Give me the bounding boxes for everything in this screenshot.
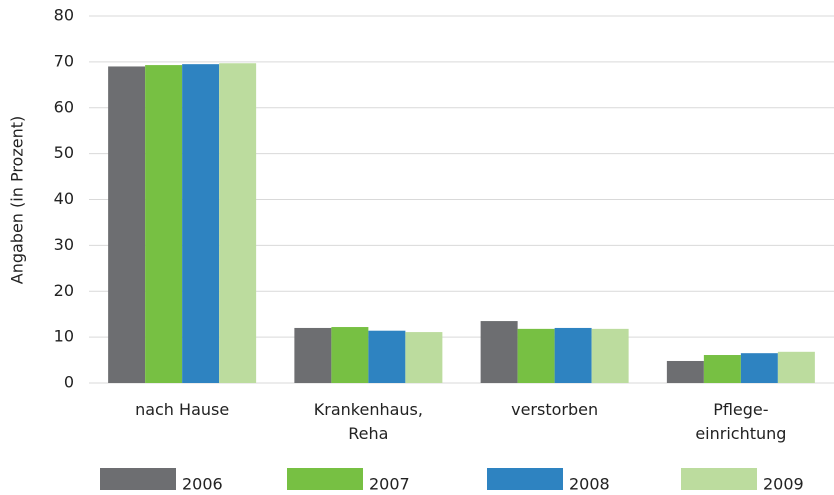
y-tick-label: 10: [54, 327, 74, 346]
bar: [517, 328, 555, 383]
bar: [145, 65, 183, 384]
bar: [703, 355, 741, 383]
y-tick-label: 30: [54, 235, 74, 254]
legend-label: 2006: [182, 475, 223, 494]
bar: [108, 66, 146, 384]
y-tick-label: 20: [54, 281, 74, 300]
y-tick-label: 50: [54, 143, 74, 162]
legend-swatch: [681, 468, 757, 490]
bar: [554, 327, 592, 383]
legend-swatch: [287, 468, 363, 490]
bar: [368, 330, 406, 383]
y-tick-label: 70: [54, 51, 74, 70]
bar: [405, 332, 443, 383]
y-tick-label: 40: [54, 189, 74, 208]
legend-label: 2008: [569, 475, 610, 494]
bar: [740, 353, 778, 383]
bar: [777, 351, 815, 383]
bar: [591, 328, 629, 383]
legend-swatch: [487, 468, 563, 490]
x-tick-label: verstorben: [511, 400, 598, 419]
bar: [480, 321, 518, 383]
bar: [294, 327, 332, 383]
legend-label: 2009: [763, 475, 804, 494]
y-tick-label: 0: [64, 373, 74, 392]
legend-swatch: [100, 468, 176, 490]
legend-label: 2007: [369, 475, 410, 494]
bar: [666, 360, 704, 383]
y-axis-label: Angaben (in Prozent): [8, 116, 27, 284]
y-tick-label: 80: [54, 6, 74, 25]
x-tick-label: Krankenhaus, Reha: [314, 400, 423, 443]
x-tick-label: nach Hause: [135, 400, 229, 419]
bar: [182, 64, 220, 383]
y-tick-label: 60: [54, 97, 74, 116]
bar: [219, 63, 257, 383]
x-tick-label: Pflege-einrichtung: [695, 400, 786, 443]
bar: [331, 327, 369, 383]
